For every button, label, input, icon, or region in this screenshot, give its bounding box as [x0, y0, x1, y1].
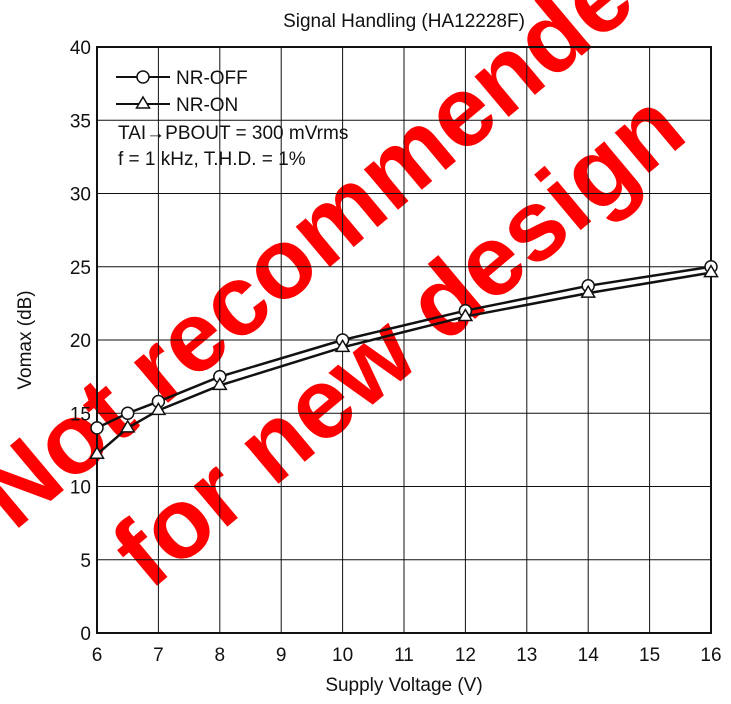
x-tick-label: 8	[215, 645, 226, 666]
y-tick-label: 35	[70, 111, 91, 132]
series-layer	[89, 260, 719, 460]
y-tick-label: 40	[70, 38, 91, 59]
chart-title: Signal Handling (HA12228F)	[283, 11, 525, 32]
data-point-nr-on	[334, 338, 351, 353]
data-point-nr-off	[90, 421, 104, 435]
legend: NR-OFF NR-ON TAI→PBOUT = 300 mVrms f = 1…	[116, 68, 348, 170]
x-tick-label: 9	[276, 645, 287, 666]
x-tick-label: 16	[700, 645, 721, 666]
legend-label-nr-off: NR-OFF	[176, 68, 248, 89]
watermark: Not recommended for new design	[0, 0, 704, 609]
y-tick-label: 15	[70, 404, 91, 425]
y-tick-label: 5	[80, 551, 91, 572]
series-line-nr-on	[96, 271, 712, 456]
y-tick-label: 20	[70, 331, 91, 352]
watermark-line-1: Not recommended	[0, 0, 700, 549]
x-tick-label: 10	[332, 645, 353, 666]
x-tick-label: 13	[516, 645, 537, 666]
annotation-condition-1: TAI→PBOUT = 300 mVrms	[118, 123, 348, 144]
data-point-nr-on	[580, 284, 597, 298]
legend-marker-nr-off	[136, 70, 150, 84]
y-tick-label: 10	[70, 478, 91, 499]
x-axis-title: Supply Voltage (V)	[325, 675, 482, 696]
data-point-nr-off	[120, 406, 135, 420]
y-tick-labels: 0 5 10 15 20 25 30 35 40	[70, 38, 91, 645]
y-tick-label: 0	[80, 624, 91, 645]
x-tick-label: 14	[578, 645, 600, 666]
legend-marker-nr-on	[135, 95, 151, 109]
x-tick-label: 12	[455, 645, 476, 666]
data-point-nr-on	[457, 308, 474, 322]
y-tick-label: 25	[70, 258, 91, 279]
x-tick-label: 6	[92, 645, 103, 666]
data-point-nr-on	[119, 419, 136, 433]
x-tick-label: 11	[394, 645, 414, 666]
legend-label-nr-on: NR-ON	[176, 95, 238, 116]
x-tick-label: 15	[639, 645, 660, 666]
data-point-nr-on	[211, 376, 228, 391]
annotation-condition-2: f = 1 kHz, T.H.D. = 1%	[118, 149, 306, 170]
y-tick-label: 30	[70, 185, 91, 206]
data-point-nr-on	[89, 445, 105, 460]
x-tick-label: 7	[153, 645, 164, 666]
plot-frame	[96, 46, 712, 634]
data-point-nr-on	[703, 264, 719, 278]
x-tick-labels: 6 7 8 9 10 11 12 13 14 15 16	[92, 645, 722, 666]
data-point-nr-on	[150, 401, 167, 416]
y-axis-title: Vomax (dB)	[15, 290, 36, 389]
